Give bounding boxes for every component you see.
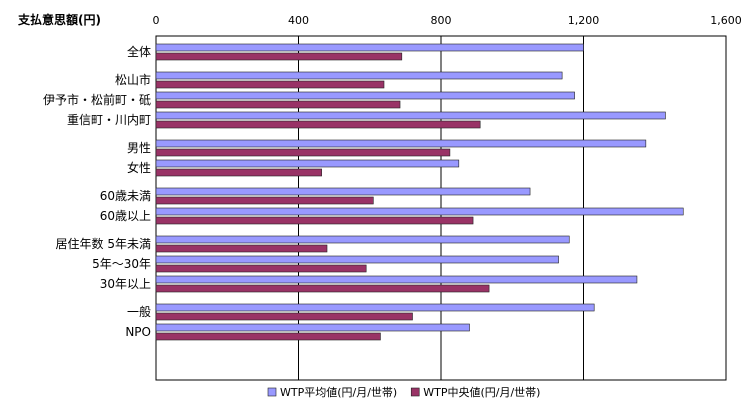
x-tick-label: 0 (153, 14, 160, 27)
bar (155, 91, 575, 100)
category-label: 60歳未満 (100, 189, 151, 203)
bar (155, 148, 451, 157)
category-label: 松山市 (115, 72, 151, 87)
bar (155, 275, 638, 284)
bar (155, 139, 647, 148)
bar (155, 52, 403, 61)
category-label: 全体 (127, 44, 151, 59)
bar (155, 216, 474, 225)
bar (155, 71, 563, 80)
bar (155, 196, 374, 205)
category-label: 居住年数 5年未満 (56, 236, 151, 251)
category-label: 30年以上 (100, 277, 151, 291)
bars (155, 43, 684, 341)
x-tick-label: 1,200 (568, 14, 600, 27)
legend-label: WTP中央値(円/月/世帯) (423, 386, 540, 399)
bar (155, 323, 470, 332)
bar (155, 284, 490, 293)
bar (155, 255, 559, 264)
bar (155, 111, 666, 120)
bar (155, 207, 684, 216)
legend-swatch (267, 387, 277, 397)
category-label: 伊予市・松前町・砥 (43, 92, 151, 107)
x-tick-label: 1,600 (710, 14, 742, 27)
bar (155, 235, 570, 244)
category-label: 5年～30年 (92, 257, 151, 271)
bar (155, 120, 481, 129)
bar (155, 80, 385, 89)
bar (155, 168, 322, 177)
bar (155, 332, 381, 341)
bar (155, 159, 460, 168)
bar (155, 100, 401, 109)
x-tick-label: 400 (288, 14, 309, 27)
category-label: 男性 (127, 141, 151, 155)
category-label: 重信町・川内町 (67, 113, 151, 127)
legend-swatch (410, 387, 420, 397)
x-tick-label: 800 (431, 14, 452, 27)
legend: WTP平均値(円/月/世帯) WTP中央値(円/月/世帯) (267, 386, 540, 399)
bar (155, 264, 367, 273)
legend-label: WTP平均値(円/月/世帯) (280, 386, 397, 399)
x-tick-labels: 0 400 800 1,200 1,600 (153, 14, 742, 27)
category-label: 女性 (127, 160, 151, 175)
bar (155, 312, 413, 321)
bar (155, 244, 328, 253)
bar (155, 187, 531, 196)
bar (155, 43, 584, 52)
category-label: NPO (125, 325, 151, 339)
category-label: 60歳以上 (100, 209, 151, 223)
category-label: 一般 (127, 304, 151, 319)
bar (155, 303, 595, 312)
y-axis-title: 支払意思額(円) (17, 12, 101, 27)
